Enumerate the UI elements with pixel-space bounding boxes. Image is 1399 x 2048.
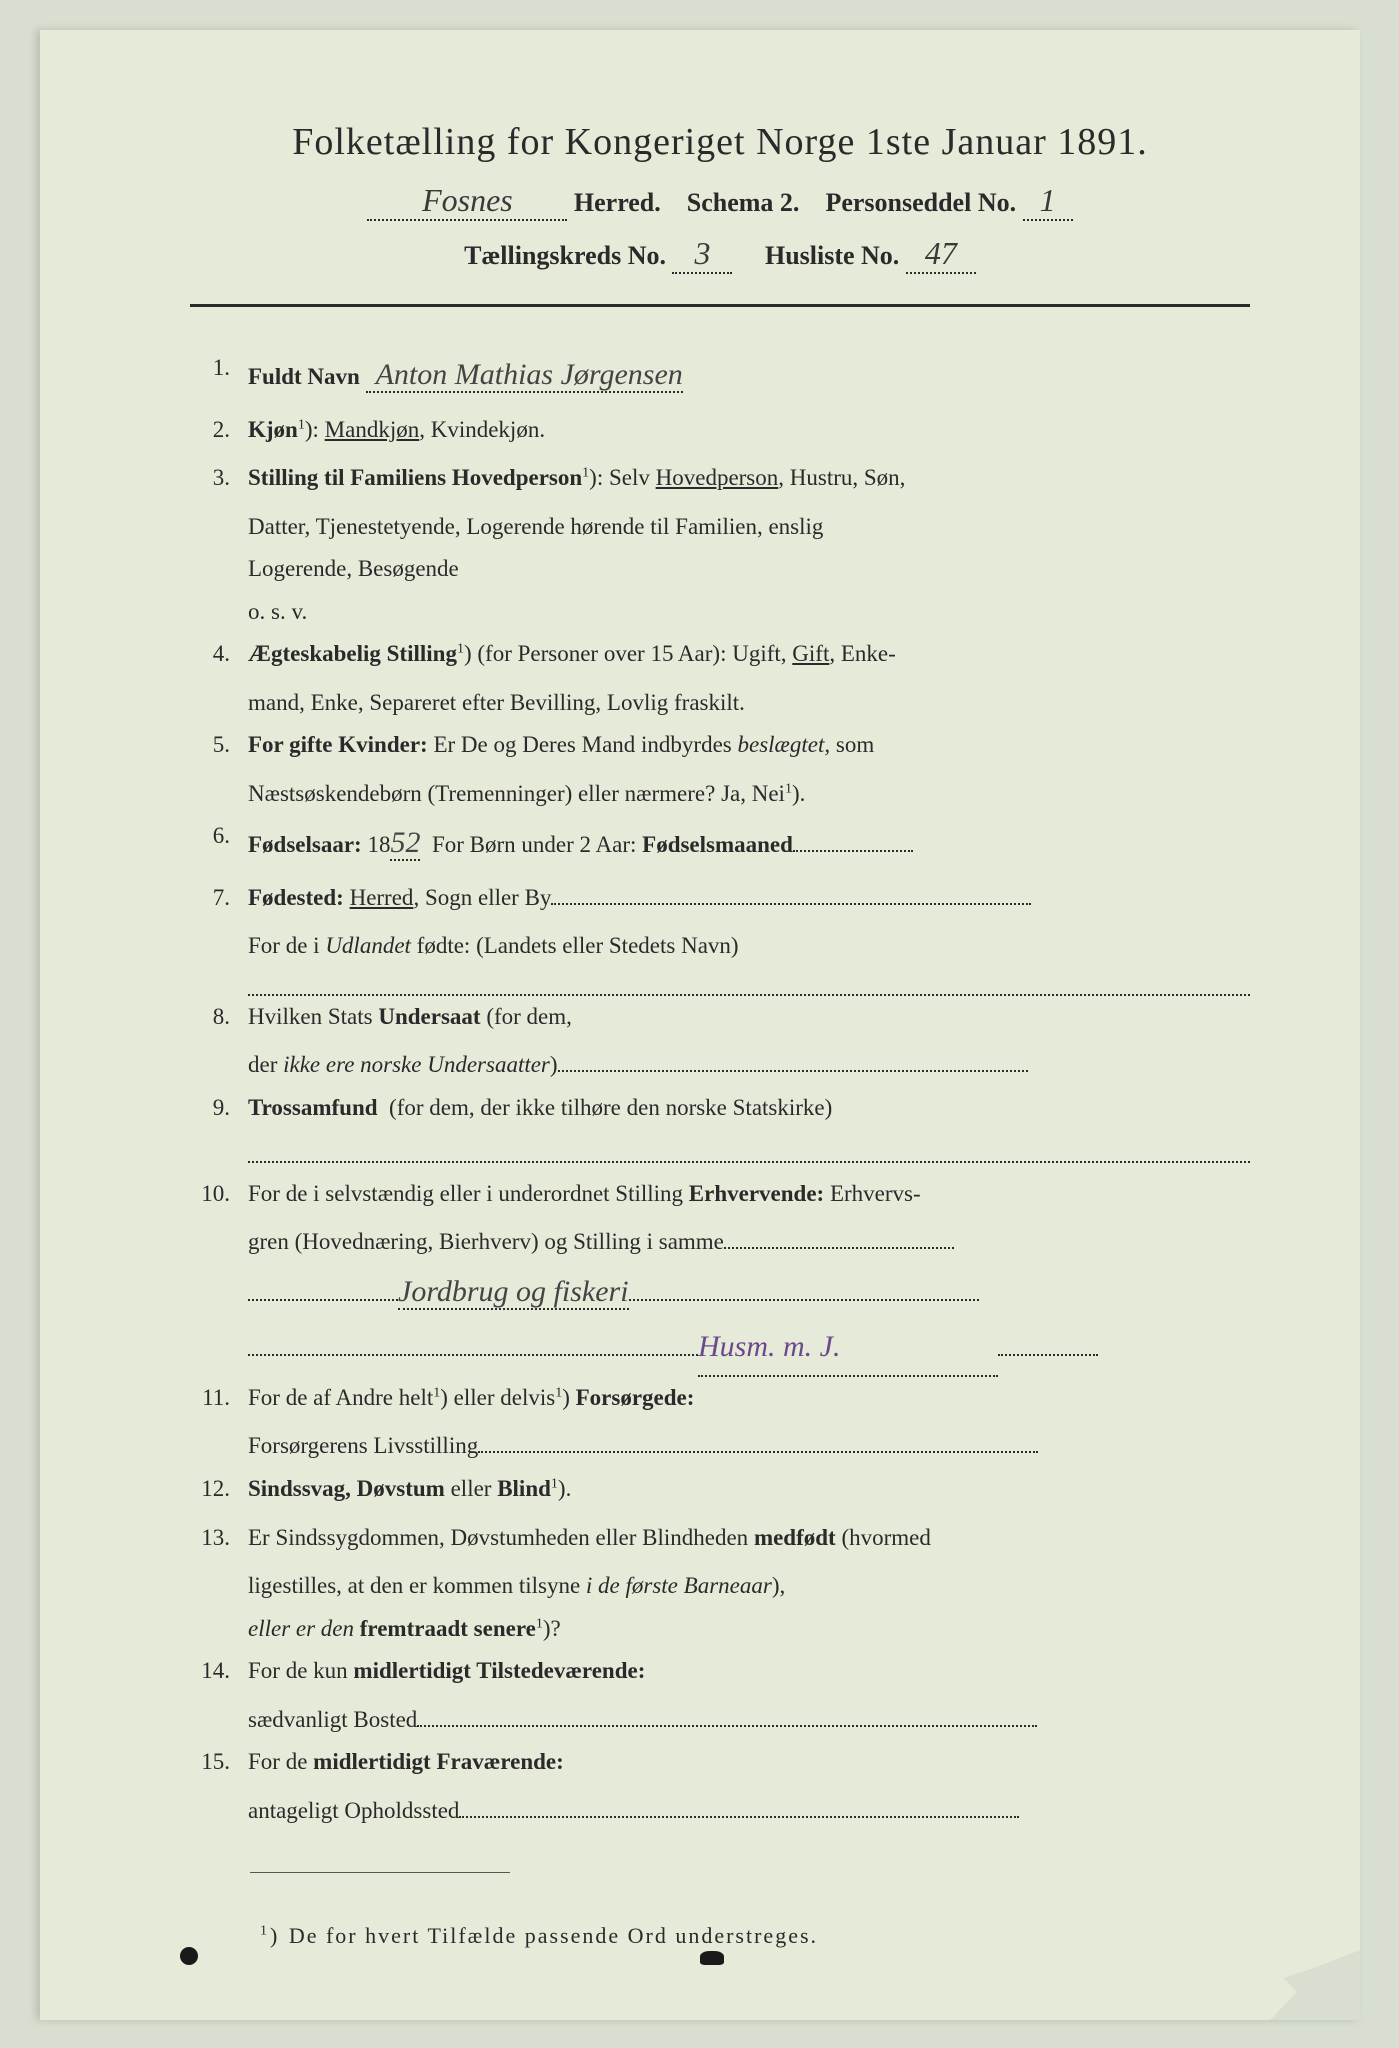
- item-num: 13.: [190, 1517, 248, 1560]
- q14-label: midlertidigt Tilstedeværende:: [353, 1658, 645, 1683]
- item-7: 7. Fødested: Herred, Sogn eller By: [190, 877, 1250, 920]
- herred-label: Herred.: [574, 188, 661, 217]
- item-6: 6. Fødselsaar: 1852 For Børn under 2 Aar…: [190, 815, 1250, 871]
- item-num: 14.: [190, 1650, 248, 1693]
- q3-line2: Datter, Tjenestetyende, Logerende hørend…: [190, 506, 1250, 549]
- item-2: 2. Kjøn1): Mandkjøn, Kvindekjøn.: [190, 409, 1250, 452]
- kreds-row: Tællingskreds No. 3 Husliste No. 47: [190, 235, 1250, 274]
- punch-hole-icon: [700, 1951, 724, 1965]
- item-num: 4.: [190, 633, 248, 676]
- q3-line4: o. s. v.: [190, 591, 1250, 634]
- personseddel-value: 1: [1023, 182, 1073, 221]
- q4-selected: Gift: [792, 641, 829, 666]
- q15-line2: antageligt Opholdssted: [190, 1790, 1250, 1833]
- item-15: 15. For de midlertidigt Fraværende:: [190, 1741, 1250, 1784]
- item-num: 1.: [190, 347, 248, 403]
- item-num: 11.: [190, 1377, 248, 1420]
- q10-line2: gren (Hovednæring, Bierhverv) og Stillin…: [190, 1221, 1250, 1264]
- item-8: 8. Hvilken Stats Undersaat (for dem,: [190, 996, 1250, 1039]
- q7-blank: [248, 968, 1250, 996]
- footnote-divider: [250, 1872, 510, 1873]
- item-num: 15.: [190, 1741, 248, 1784]
- item-num: 9.: [190, 1087, 248, 1130]
- item-4: 4. Ægteskabelig Stilling1) (for Personer…: [190, 633, 1250, 676]
- q4-label: Ægteskabelig Stilling: [248, 641, 457, 666]
- q7-line2: For de i Udlandet fødte: (Landets eller …: [190, 925, 1250, 968]
- form-title: Folketælling for Kongeriget Norge 1ste J…: [190, 120, 1250, 164]
- header-divider: [190, 304, 1250, 307]
- q1-value: Anton Mathias Jørgensen: [366, 358, 683, 393]
- husliste-label: Husliste No.: [765, 241, 899, 270]
- q6-year: 52: [390, 826, 420, 861]
- q6-label: Fødselsaar:: [248, 832, 362, 857]
- husliste-value: 47: [906, 235, 976, 274]
- q2-label: Kjøn: [248, 417, 298, 442]
- punch-hole-icon: [180, 1947, 198, 1965]
- q15-label: midlertidigt Fraværende:: [313, 1749, 564, 1774]
- item-9: 9. Trossamfund (for dem, der ikke tilhør…: [190, 1087, 1250, 1130]
- q6-label2: Fødselsmaaned: [642, 832, 793, 857]
- q13-line2: ligestilles, at den er kommen tilsyne i …: [190, 1565, 1250, 1608]
- q3-selected: Hovedperson: [656, 465, 779, 490]
- item-10: 10. For de i selvstændig eller i underor…: [190, 1173, 1250, 1216]
- census-form-page: Folketælling for Kongeriget Norge 1ste J…: [40, 30, 1360, 2020]
- item-num: 5.: [190, 724, 248, 767]
- herred-value: Fosnes: [367, 182, 567, 221]
- q11-label: Forsørgede:: [576, 1385, 695, 1410]
- q12-label: Sindssvag, Døvstum: [248, 1476, 445, 1501]
- item-3: 3. Stilling til Familiens Hovedperson1):…: [190, 457, 1250, 500]
- item-5: 5. For gifte Kvinder: Er De og Deres Man…: [190, 724, 1250, 767]
- form-header: Folketælling for Kongeriget Norge 1ste J…: [190, 120, 1250, 274]
- schema-label: Schema 2.: [687, 188, 800, 217]
- personseddel-label: Personseddel No.: [825, 188, 1016, 217]
- q11-line2: Forsørgerens Livsstilling: [190, 1425, 1250, 1468]
- q3-label: Stilling til Familiens Hovedperson: [248, 465, 582, 490]
- item-num: 8.: [190, 996, 248, 1039]
- item-num: 3.: [190, 457, 248, 500]
- q13-label1: medfødt: [754, 1525, 836, 1550]
- q10-label: Erhvervende:: [689, 1181, 824, 1206]
- item-13: 13. Er Sindssygdommen, Døvstumheden elle…: [190, 1517, 1250, 1560]
- q9-blank: [248, 1135, 1250, 1163]
- q9-label: Trossamfund: [248, 1095, 378, 1120]
- q14-line2: sædvanligt Bosted: [190, 1699, 1250, 1742]
- q10-value-line1: Jordbrug og fiskeri: [190, 1264, 1250, 1320]
- item-1: 1. Fuldt Navn Anton Mathias Jørgensen: [190, 347, 1250, 403]
- q7-label: Fødested:: [248, 885, 344, 910]
- q7-selected: Herred: [350, 885, 414, 910]
- item-14: 14. For de kun midlertidigt Tilstedevære…: [190, 1650, 1250, 1693]
- item-num: 6.: [190, 815, 248, 871]
- torn-corner: [1270, 1950, 1360, 2020]
- q5-line2: Næstsøskendebørn (Tremenninger) eller næ…: [190, 773, 1250, 816]
- q2-selected: Mandkjøn: [325, 417, 420, 442]
- q10-value-line2: Husm. m. J.: [190, 1319, 1250, 1377]
- q4-line2: mand, Enke, Separeret efter Bevilling, L…: [190, 682, 1250, 725]
- herred-row: Fosnes Herred. Schema 2. Personseddel No…: [190, 182, 1250, 221]
- item-num: 10.: [190, 1173, 248, 1216]
- q8-line2: der ikke ere norske Undersaatter): [190, 1044, 1250, 1087]
- kreds-value: 3: [672, 235, 732, 274]
- q1-label: Fuldt Navn: [248, 364, 360, 389]
- q8-label: Undersaat: [378, 1004, 480, 1029]
- item-num: 7.: [190, 877, 248, 920]
- item-num: 2.: [190, 409, 248, 452]
- item-11: 11. For de af Andre helt1) eller delvis1…: [190, 1377, 1250, 1420]
- form-body: 1. Fuldt Navn Anton Mathias Jørgensen 2.…: [190, 347, 1250, 1832]
- q5-label: For gifte Kvinder:: [248, 732, 428, 757]
- q3-line3: Logerende, Besøgende: [190, 548, 1250, 591]
- footnote-text: De for hvert Tilfælde passende Ord under…: [289, 1923, 818, 1948]
- item-num: 12.: [190, 1468, 248, 1511]
- item-12: 12. Sindssvag, Døvstum eller Blind1).: [190, 1468, 1250, 1511]
- footnote: 1) De for hvert Tilfælde passende Ord un…: [190, 1923, 1250, 1949]
- kreds-label: Tællingskreds No.: [464, 241, 666, 270]
- q13-line3: eller er den fremtraadt senere1)?: [190, 1608, 1250, 1651]
